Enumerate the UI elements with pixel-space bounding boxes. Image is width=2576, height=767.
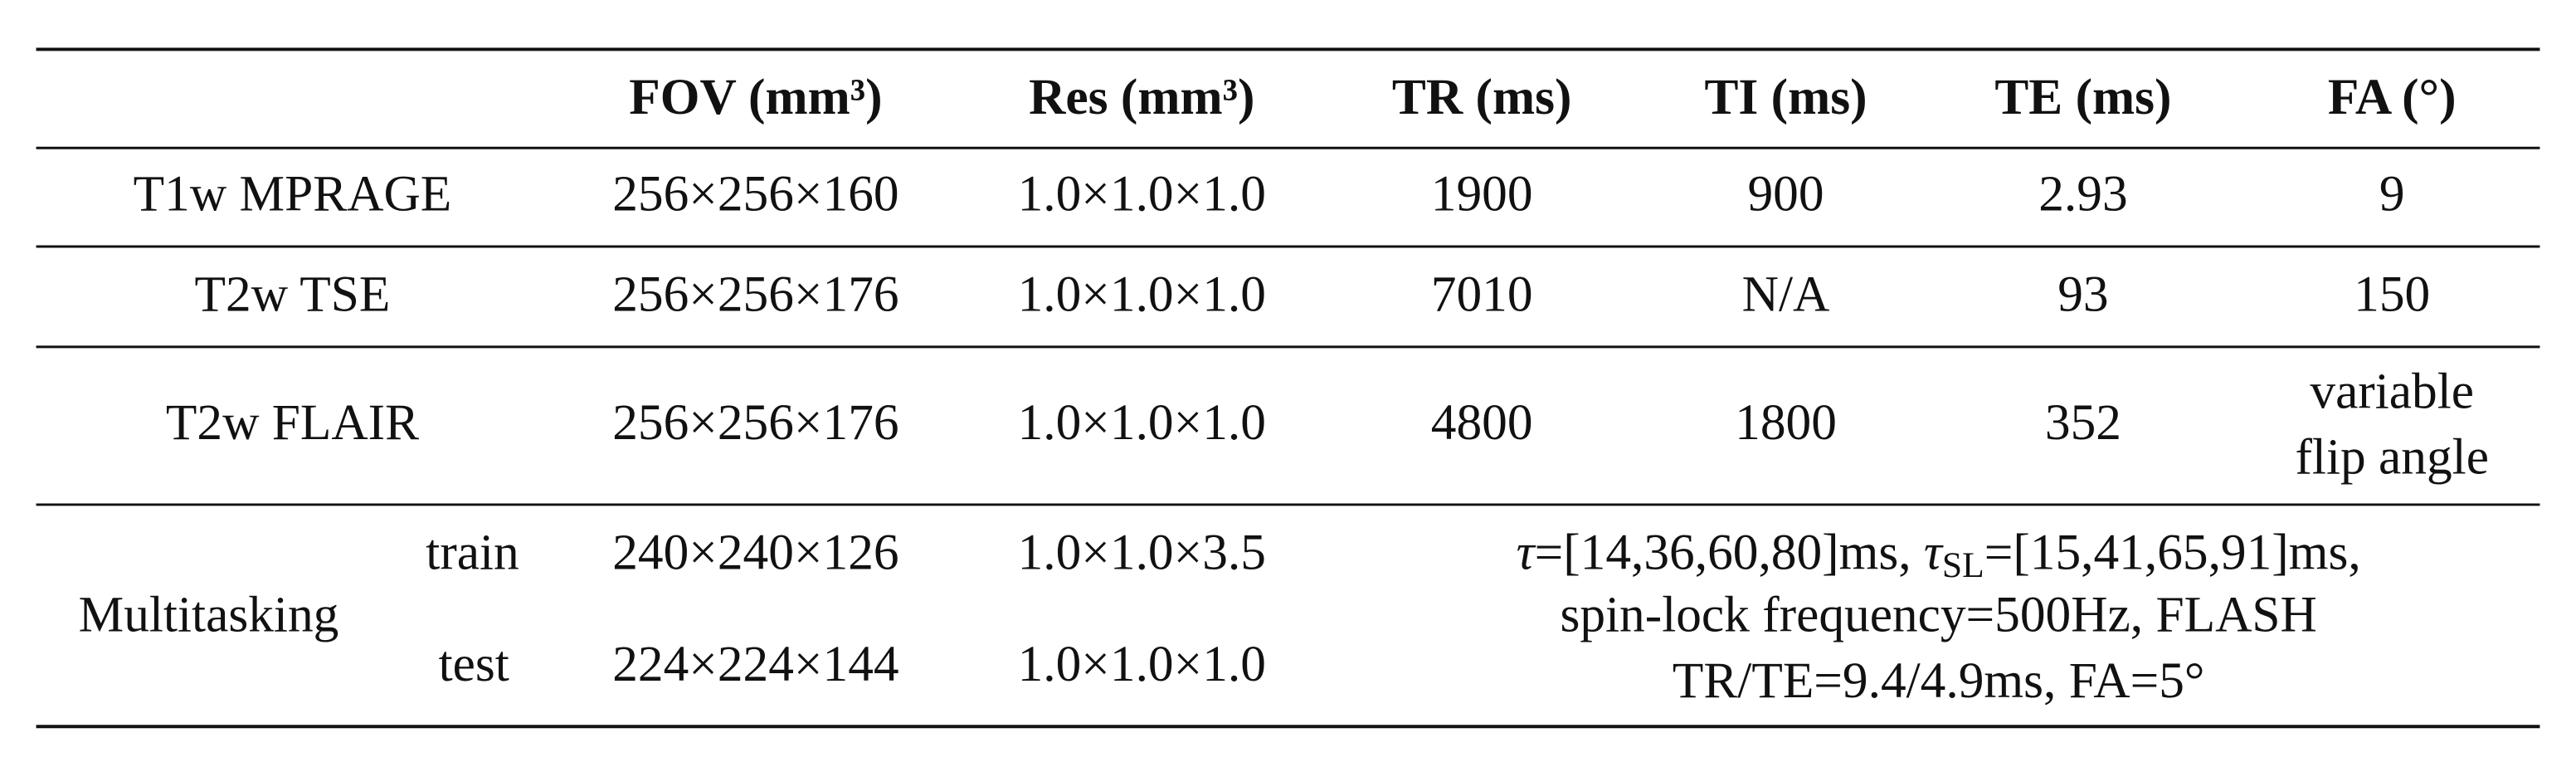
cell: 1.0×1.0×1.0 <box>1018 266 1266 323</box>
cell: 256×256×176 <box>612 266 898 323</box>
row-label: Multitasking <box>79 587 339 643</box>
cell: 1800 <box>1735 394 1837 451</box>
params-line: TR/TE=9.4/4.9ms, FA=5° <box>1673 652 2205 709</box>
cell: N/A <box>1742 266 1830 323</box>
cell: 2.93 <box>2038 166 2127 222</box>
row-label: T1w MPRAGE <box>134 166 452 222</box>
subrow-label: train <box>426 524 519 580</box>
row-label: T2w TSE <box>195 266 391 323</box>
header-cell: TR (ms) <box>1392 69 1572 125</box>
cell: 9 <box>2379 166 2405 222</box>
cell: 1900 <box>1431 166 1533 222</box>
cell: flip angle <box>2295 429 2488 486</box>
header-cell: TI (ms) <box>1704 69 1867 125</box>
text: =[15,41,65,91]ms, <box>1984 524 2361 580</box>
cell: 1.0×1.0×1.0 <box>1018 636 1266 692</box>
header-cell: TE (ms) <box>1994 69 2171 125</box>
cell: 240×240×126 <box>612 524 898 580</box>
cell: 352 <box>2045 394 2121 451</box>
symbol: τ <box>1924 524 1944 580</box>
params-line: spin-lock frequency=500Hz, FLASH <box>1560 587 2316 643</box>
header-cell: Res (mm³) <box>1029 69 1254 125</box>
text: =[14,36,60,80]ms, <box>1535 524 1924 580</box>
cell: 4800 <box>1431 394 1533 451</box>
cell: 150 <box>2354 266 2430 323</box>
cell: 256×256×160 <box>612 166 898 222</box>
header-cell: FOV (mm³) <box>629 69 882 125</box>
params-line: τ=[14,36,60,80]ms, τSL=[15,41,65,91]ms, <box>1517 524 2361 585</box>
cell: 1.0×1.0×1.0 <box>1018 394 1266 451</box>
cell: 256×256×176 <box>612 394 898 451</box>
cell: 93 <box>2057 266 2108 323</box>
row-label: T2w FLAIR <box>166 394 419 451</box>
subrow-label: test <box>439 636 509 692</box>
cell: 224×224×144 <box>612 636 898 692</box>
cell: 1.0×1.0×3.5 <box>1018 524 1266 580</box>
subscript: SL <box>1942 545 1984 585</box>
cell: variable <box>2310 363 2474 419</box>
cell: 900 <box>1747 166 1824 222</box>
cell: 7010 <box>1431 266 1533 323</box>
header-cell: FA (°) <box>2328 69 2457 125</box>
cell: 1.0×1.0×1.0 <box>1018 166 1266 222</box>
symbol: τ <box>1517 524 1536 580</box>
